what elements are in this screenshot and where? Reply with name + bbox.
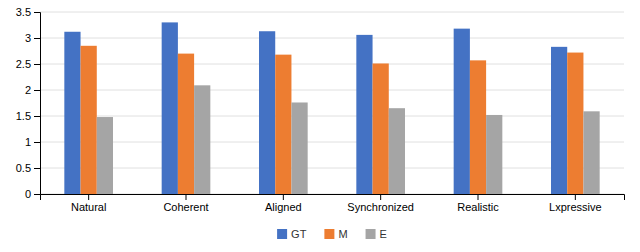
tick-label: Synchronized [347, 201, 414, 213]
tick: 2 [25, 84, 40, 96]
tick-mark [283, 194, 284, 200]
bar [551, 47, 567, 194]
tick-mark [186, 194, 187, 200]
grid-line [40, 168, 624, 169]
tick-label: 3 [25, 32, 31, 44]
legend-swatch [366, 229, 376, 239]
chart: 0 0.5 1 1.5 2 2.5 3 3.5 Natural Coherent Aligned Sy… [0, 0, 640, 252]
tick: Natural [71, 194, 106, 213]
bars [64, 22, 599, 194]
bar [454, 29, 470, 194]
series [64, 22, 567, 194]
axis-line [34, 13, 41, 195]
tick: Lxpressive [549, 194, 602, 213]
grid-line [40, 116, 624, 117]
bar [389, 108, 405, 194]
legend-item: E [366, 228, 387, 240]
bar [81, 46, 97, 194]
tick-label: 2.5 [16, 58, 31, 70]
y-axis: 0 0.5 1 1.5 2 2.5 3 3.5 [16, 6, 41, 200]
plot: 0 0.5 1 1.5 2 2.5 3 3.5 Natural Coherent Aligned Sy… [16, 6, 625, 213]
bar [162, 22, 178, 194]
bar [194, 85, 210, 194]
tick-mark [34, 168, 40, 169]
series [81, 46, 584, 194]
legend-label: GT [291, 228, 307, 240]
tick: 2.5 [16, 58, 40, 70]
bar [291, 102, 307, 194]
tick-mark [478, 194, 479, 200]
grid-line [40, 64, 624, 65]
legend-label: M [338, 228, 347, 240]
tick: 3 [25, 32, 40, 44]
legend-label: E [380, 228, 387, 240]
tick: 1 [25, 136, 40, 148]
bar [259, 31, 275, 194]
grid [40, 12, 624, 194]
tick-label: Lxpressive [549, 201, 602, 213]
tick-label: 1.5 [16, 110, 31, 122]
tick-mark [34, 64, 40, 65]
tick-mark [34, 142, 40, 143]
tick: Realistic [457, 194, 499, 213]
x-axis: Natural Coherent Aligned Synchronized Realis… [41, 194, 625, 213]
tick-label: 0.5 [16, 162, 31, 174]
legend: GT M E [277, 228, 387, 240]
bar [64, 32, 80, 194]
tick-label: 2 [25, 84, 31, 96]
legend-swatch [324, 229, 334, 239]
axis-line [41, 195, 625, 201]
tick: Aligned [265, 194, 302, 213]
grid-line [40, 90, 624, 91]
tick: 0.5 [16, 162, 40, 174]
bar [356, 35, 372, 194]
bar [583, 111, 599, 194]
tick-mark [380, 194, 381, 200]
series [97, 85, 600, 194]
tick: Coherent [163, 194, 208, 213]
tick: 3.5 [16, 6, 40, 18]
tick-label: Natural [71, 201, 106, 213]
tick-mark [88, 194, 89, 200]
bar [567, 53, 583, 194]
tick-label: Realistic [457, 201, 499, 213]
tick: Synchronized [347, 194, 414, 213]
grid-line [40, 12, 624, 13]
tick: 1.5 [16, 110, 40, 122]
tick-mark [34, 90, 40, 91]
tick-label: 1 [25, 136, 31, 148]
grid-line [40, 142, 624, 143]
tick-mark [34, 116, 40, 117]
tick-mark [34, 38, 40, 39]
tick-mark [34, 12, 40, 13]
bar [486, 115, 502, 194]
tick: 0 [25, 188, 40, 200]
bar [470, 60, 486, 194]
bar [178, 54, 194, 194]
bar [275, 55, 291, 194]
tick-label: 3.5 [16, 6, 31, 18]
bar [97, 117, 113, 194]
legend-swatch [277, 229, 287, 239]
legend-item: GT [277, 228, 307, 240]
legend-item: M [324, 228, 347, 240]
bar [373, 63, 389, 194]
grid-line [40, 38, 624, 39]
tick-mark [575, 194, 576, 200]
tick-mark [34, 194, 40, 195]
tick-label: Coherent [163, 201, 208, 213]
tick-label: 0 [25, 188, 31, 200]
tick-label: Aligned [265, 201, 302, 213]
